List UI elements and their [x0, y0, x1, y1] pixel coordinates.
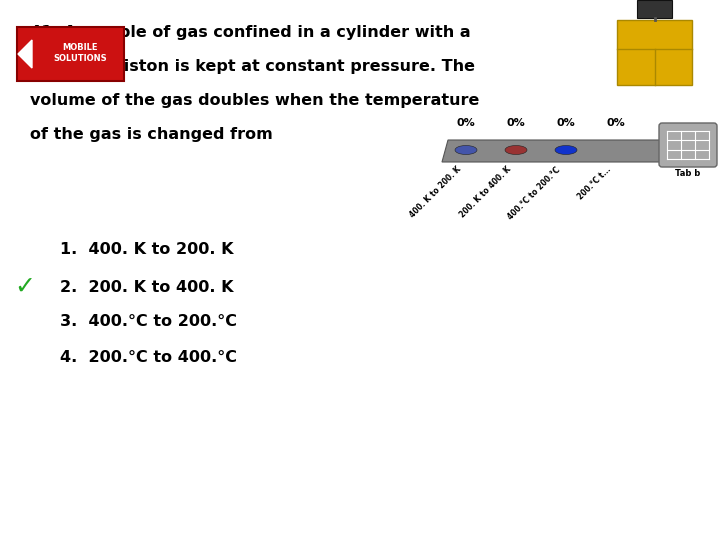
Text: 200.°C t...: 200.°C t... [576, 165, 613, 201]
Text: 0%: 0% [607, 118, 626, 128]
Text: 0%: 0% [456, 118, 475, 128]
Text: 0%: 0% [557, 118, 575, 128]
Text: 400.°C to 200.°C: 400.°C to 200.°C [506, 165, 562, 221]
Text: 200. K to 400. K: 200. K to 400. K [458, 165, 513, 220]
Text: movable piston is kept at constant pressure. The: movable piston is kept at constant press… [30, 59, 475, 74]
Text: 1.  400. K to 200. K: 1. 400. K to 200. K [60, 242, 233, 258]
Text: 2.  200. K to 400. K: 2. 200. K to 400. K [60, 280, 233, 294]
Text: volume of the gas doubles when the temperature: volume of the gas doubles when the tempe… [30, 93, 480, 108]
FancyBboxPatch shape [17, 27, 124, 81]
Text: 0%: 0% [507, 118, 526, 128]
Ellipse shape [505, 145, 527, 154]
Polygon shape [18, 40, 32, 68]
Ellipse shape [455, 145, 477, 154]
Polygon shape [442, 140, 666, 162]
Text: 3.  400.°C to 200.°C: 3. 400.°C to 200.°C [60, 314, 237, 329]
Text: ✓: ✓ [14, 275, 35, 299]
Text: 41. A sample of gas confined in a cylinder with a: 41. A sample of gas confined in a cylind… [30, 25, 471, 40]
FancyBboxPatch shape [637, 0, 672, 18]
Text: of the gas is changed from: of the gas is changed from [30, 127, 273, 142]
FancyBboxPatch shape [659, 123, 717, 167]
Text: MOBILE
SOLUTIONS: MOBILE SOLUTIONS [53, 43, 107, 63]
Text: 4.  200.°C to 400.°C: 4. 200.°C to 400.°C [60, 349, 237, 364]
Text: 400. K to 200. K: 400. K to 200. K [408, 165, 462, 220]
Text: Tab b: Tab b [675, 169, 701, 178]
Ellipse shape [555, 145, 577, 154]
FancyBboxPatch shape [617, 20, 692, 85]
